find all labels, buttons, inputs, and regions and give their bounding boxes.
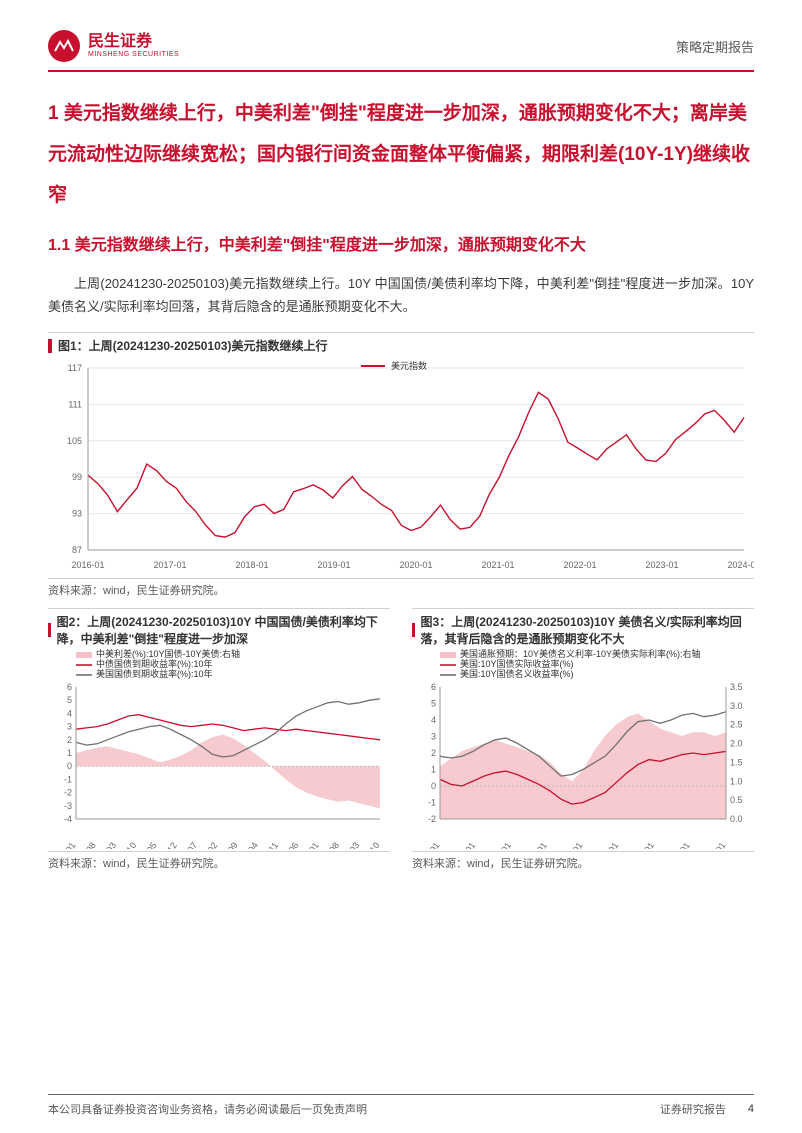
svg-text:2023-01: 2023-01: [645, 560, 678, 570]
svg-text:2021-01: 2021-01: [593, 841, 620, 850]
svg-text:1: 1: [67, 748, 72, 758]
document-type-label: 策略定期报告: [676, 37, 754, 56]
svg-text:87: 87: [72, 545, 82, 555]
figure-3-title: 图3：上周(20241230-20250103)10Y 美债名义/实际利率均回落…: [421, 613, 754, 647]
svg-text:美元指数: 美元指数: [391, 360, 427, 371]
brand-logo: 民生证券 MINSHENG SECURITIES: [48, 30, 179, 62]
svg-text:2016-01: 2016-01: [71, 560, 104, 570]
footer-disclaimer: 本公司具备证券投资咨询业务资格，请务必阅读最后一页免责声明: [48, 1101, 367, 1117]
figure-1: 图1：上周(20241230-20250103)美元指数继续上行 87 93 99 1…: [48, 332, 754, 598]
svg-text:93: 93: [72, 509, 82, 519]
section-1-heading: 1 美元指数继续上行，中美利差"倒挂"程度进一步加深，通胀预期变化不大；离岸美元…: [48, 94, 754, 217]
svg-text:2016-01: 2016-01: [51, 841, 78, 850]
svg-text:2: 2: [67, 735, 72, 745]
svg-text:-2: -2: [64, 788, 72, 798]
svg-text:1.5: 1.5: [730, 758, 743, 768]
svg-text:2017-01: 2017-01: [450, 841, 477, 850]
svg-text:中美利差(%):10Y国债-10Y美债:右轴: 中美利差(%):10Y国债-10Y美债:右轴: [96, 649, 240, 659]
svg-text:美国国债到期收益率(%):10年: 美国国债到期收益率(%):10年: [96, 668, 213, 679]
svg-text:117: 117: [68, 363, 82, 373]
svg-text:3: 3: [67, 722, 72, 732]
svg-text:2018-01: 2018-01: [235, 560, 268, 570]
svg-text:美国:10Y国债实际收益率(%): 美国:10Y国债实际收益率(%): [460, 658, 574, 669]
brand-logo-icon: [48, 30, 80, 62]
svg-text:5: 5: [67, 696, 72, 706]
svg-text:2016-01: 2016-01: [415, 841, 442, 850]
svg-text:中债国债到期收益率(%):10年: 中债国债到期收益率(%):10年: [96, 658, 213, 669]
svg-text:1: 1: [431, 765, 436, 775]
svg-text:3.5: 3.5: [730, 682, 743, 692]
svg-text:2022-01: 2022-01: [629, 841, 656, 850]
page-number: 4: [748, 1103, 754, 1115]
svg-text:2017-01: 2017-01: [153, 560, 186, 570]
figure-2-source: 资料来源：wind，民生证券研究院。: [48, 851, 390, 871]
svg-text:美国:10Y国债名义收益率(%): 美国:10Y国债名义收益率(%): [460, 668, 574, 679]
svg-text:6: 6: [67, 682, 72, 692]
brand-name-cn: 民生证券: [88, 33, 179, 51]
svg-text:111: 111: [68, 400, 82, 410]
svg-text:99: 99: [72, 473, 82, 483]
svg-text:105: 105: [67, 436, 82, 446]
svg-text:-4: -4: [64, 814, 72, 824]
body-paragraph: 上周(20241230-20250103)美元指数继续上行。10Y 中国国债/美…: [48, 273, 754, 319]
figure-1-title: 图1：上周(20241230-20250103)美元指数继续上行: [58, 337, 327, 354]
figure-1-source: 资料来源：wind，民生证券研究院。: [48, 578, 754, 598]
figure-3: 图3：上周(20241230-20250103)10Y 美债名义/实际利率均回落…: [412, 608, 754, 871]
figure-2-chart: 中美利差(%):10Y国债-10Y美债:右轴中债国债到期收益率(%):10年美国…: [48, 649, 390, 849]
section-1-1-heading: 1.1 美元指数继续上行，中美利差"倒挂"程度进一步加深，通胀预期变化不大: [48, 229, 754, 263]
svg-text:2019-01: 2019-01: [522, 841, 549, 850]
svg-text:1.0: 1.0: [730, 777, 743, 787]
svg-text:-2: -2: [428, 814, 436, 824]
svg-text:2: 2: [431, 748, 436, 758]
svg-text:2024-01: 2024-01: [727, 560, 754, 570]
svg-text:0.0: 0.0: [730, 814, 743, 824]
figure-3-chart: 美国通胀预期：10Y美债名义利率-10Y美债实际利率(%):右轴美国:10Y国债…: [412, 649, 754, 849]
svg-text:6: 6: [431, 682, 436, 692]
page-footer: 本公司具备证券投资咨询业务资格，请务必阅读最后一页免责声明 证券研究报告 4: [48, 1094, 754, 1117]
svg-text:美国通胀预期：10Y美债名义利率-10Y美债实际利率(%):: 美国通胀预期：10Y美债名义利率-10Y美债实际利率(%):右轴: [460, 649, 701, 659]
page-header: 民生证券 MINSHENG SECURITIES 策略定期报告: [48, 30, 754, 72]
svg-text:2020-01: 2020-01: [399, 560, 432, 570]
figure-2-title: 图2：上周(20241230-20250103)10Y 中国国债/美债利率均下降…: [57, 613, 390, 647]
svg-text:2023-01: 2023-01: [665, 841, 692, 850]
svg-text:3.0: 3.0: [730, 701, 743, 711]
svg-text:0: 0: [67, 762, 72, 772]
svg-text:2.5: 2.5: [730, 720, 743, 730]
svg-text:-3: -3: [64, 801, 72, 811]
brand-name-en: MINSHENG SECURITIES: [88, 51, 179, 59]
svg-text:2.0: 2.0: [730, 739, 743, 749]
figure-3-source: 资料来源：wind，民生证券研究院。: [412, 851, 754, 871]
svg-text:2020-01: 2020-01: [558, 841, 585, 850]
figure-1-chart: 87 93 99 105 111 117 2016-01 2017-01 2018-01 2019…: [48, 356, 754, 576]
footer-report-type: 证券研究报告: [660, 1101, 726, 1117]
figure-2: 图2：上周(20241230-20250103)10Y 中国国债/美债利率均下降…: [48, 608, 390, 871]
svg-text:4: 4: [67, 709, 72, 719]
svg-text:0: 0: [431, 781, 436, 791]
svg-text:-1: -1: [428, 798, 436, 808]
svg-text:2022-01: 2022-01: [563, 560, 596, 570]
svg-text:2024-01: 2024-01: [701, 841, 728, 850]
svg-text:0.5: 0.5: [730, 796, 743, 806]
svg-text:4: 4: [431, 715, 436, 725]
svg-text:5: 5: [431, 699, 436, 709]
svg-text:2021-01: 2021-01: [481, 560, 514, 570]
svg-text:-1: -1: [64, 775, 72, 785]
svg-text:2019-01: 2019-01: [317, 560, 350, 570]
svg-text:2018-01: 2018-01: [486, 841, 513, 850]
svg-text:3: 3: [431, 732, 436, 742]
